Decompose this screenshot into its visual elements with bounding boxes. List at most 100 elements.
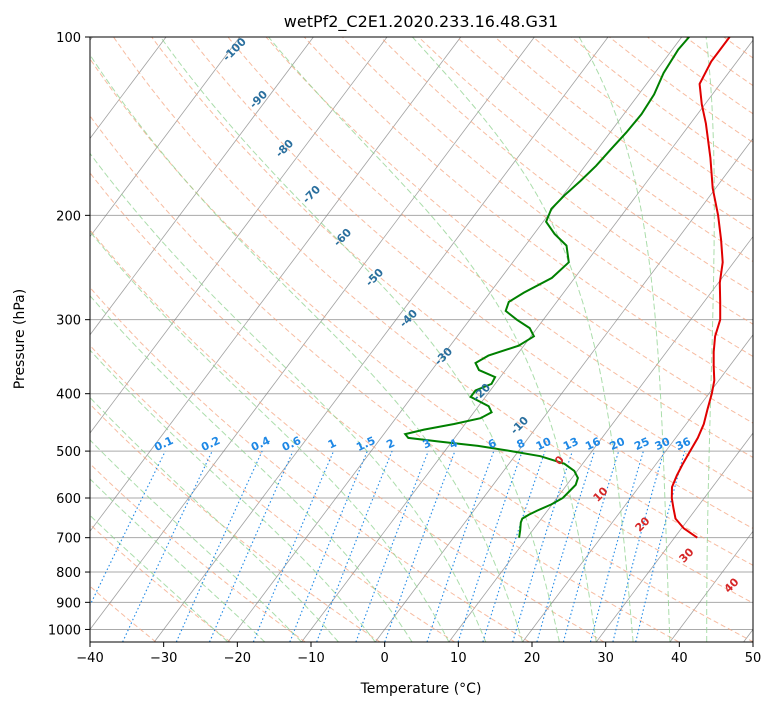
x-tick-label: 20: [524, 651, 541, 666]
mixing-ratio-label: 20: [608, 435, 628, 453]
isotherm-line: [522, 334, 753, 642]
mixing-ratio-label: 2: [384, 436, 396, 451]
mixing-ratio-line: [589, 450, 644, 642]
dry-adiabat: [90, 462, 306, 642]
mixing-ratio-line: [536, 450, 596, 642]
mixing-ratio-line: [512, 450, 573, 642]
moist-adiabat: [90, 349, 376, 642]
y-tick-label: 200: [56, 209, 81, 224]
mixing-ratio-line: [208, 450, 294, 642]
mixing-ratio-label: 16: [583, 435, 603, 453]
inline-labels: 0.1 0.2 0.4 0.6 1 1.5 2 3 4 6 8 10 13 16 20 25 30 36-100-…: [152, 35, 742, 596]
dry-adiabat: [418, 37, 753, 294]
moist-adiabat: [90, 396, 339, 642]
x-tick-label: −20: [224, 651, 251, 666]
moist-adiabat: [90, 295, 413, 642]
dry-adiabat: [609, 37, 753, 143]
moist-adiabat: [160, 37, 560, 642]
x-tick-label: 40: [671, 651, 688, 666]
y-tick-label: 300: [56, 314, 81, 329]
dry-adiabat: [265, 37, 753, 424]
plot-frame: [89, 36, 754, 643]
x-tick-label: 0: [381, 651, 389, 666]
x-tick-label: −40: [76, 651, 103, 666]
dry-adiabat: [90, 115, 753, 642]
dry-adiabat: [90, 172, 680, 642]
moist-adiabat: [90, 514, 229, 642]
isotherm-line: [153, 37, 609, 642]
isotherm-line: [743, 628, 753, 642]
y-tick-label: 100: [56, 31, 81, 46]
adiabat-label: 20: [633, 514, 653, 534]
x-axis-title: Temperature (°C): [360, 681, 482, 697]
moist-adiabat: [90, 439, 302, 642]
moist-adiabat: [90, 478, 266, 642]
dry-adiabat: [151, 37, 753, 530]
mixing-ratio-label: 30: [653, 435, 673, 453]
y-tick-label: 900: [56, 596, 81, 611]
y-tick-label: 800: [56, 566, 81, 581]
background-lines: [0, 37, 753, 642]
x-tick-label: 10: [450, 651, 467, 666]
mixing-ratio-line: [122, 450, 213, 642]
isotherm-line: [374, 137, 753, 642]
mixing-ratio-line: [252, 450, 335, 642]
mixing-ratio-line: [612, 450, 665, 642]
y-tick-label: 400: [56, 388, 81, 403]
mixing-ratio-label: 10: [534, 435, 554, 453]
dry-adiabat: [113, 37, 753, 566]
grid-layer: [90, 37, 753, 642]
mixing-ratio-line: [355, 450, 429, 642]
adiabat-label: 40: [722, 575, 742, 595]
mixing-ratio-line: [175, 450, 263, 642]
moist-adiabat: [705, 37, 715, 642]
adiabat-label: -90: [247, 88, 270, 111]
mixing-ratio-label: 8: [515, 436, 527, 451]
isotherm-line: [90, 37, 241, 238]
adiabat-label: -40: [397, 307, 420, 330]
temperature-line: [670, 37, 731, 539]
moist-adiabat: [90, 230, 450, 642]
mixing-ratio-label: 13: [561, 435, 580, 453]
isotherm-line: [448, 235, 753, 642]
x-tick-label: −10: [297, 651, 324, 666]
y-axis: 100 200 300 400 500 600 700 800 900 1000: [48, 31, 90, 638]
adiabat-label: -100: [220, 35, 249, 64]
y-axis-title: Pressure (hPa): [12, 289, 28, 389]
series-layer: [403, 37, 731, 539]
adiabat-label: -60: [331, 226, 354, 249]
mixing-ratio-line: [384, 450, 456, 642]
adiabat-label: -70: [300, 183, 323, 206]
dry-adiabat: [380, 37, 753, 325]
dry-adiabat: [342, 37, 753, 358]
dry-adiabat: [90, 523, 231, 642]
dry-adiabat: [685, 37, 753, 87]
adiabat-label: -10: [508, 414, 531, 437]
mixing-ratio-line: [316, 450, 393, 642]
mixing-ratio-line: [562, 450, 620, 642]
isotherm-line: [227, 37, 683, 642]
moist-adiabat: [90, 54, 524, 642]
isotherm-line: [90, 37, 388, 434]
dry-adiabat: [0, 37, 7, 642]
x-tick-label: −30: [150, 651, 177, 666]
mixing-ratio-line: [289, 450, 368, 642]
y-tick-label: 1000: [48, 623, 81, 638]
dry-adiabat: [90, 286, 530, 642]
moist-adiabat: [268, 37, 597, 642]
y-tick-label: 700: [56, 532, 81, 547]
isotherm-line: [90, 37, 535, 631]
x-tick-label: 50: [745, 651, 762, 666]
mixing-ratio-line: [457, 450, 523, 642]
dry-adiabat: [532, 37, 753, 202]
chart-title: wetPf2_C2E1.2020.233.16.48.G31: [284, 12, 558, 32]
mixing-ratio-label: 25: [632, 435, 651, 453]
adiabat-label: -30: [432, 345, 455, 368]
isotherm-line: [595, 432, 753, 642]
moist-adiabat: [412, 37, 634, 642]
isotherm-line: [90, 37, 314, 336]
isotherm-line: [669, 530, 753, 642]
dry-adiabat: [570, 37, 753, 173]
moist-adiabat: [578, 37, 671, 642]
